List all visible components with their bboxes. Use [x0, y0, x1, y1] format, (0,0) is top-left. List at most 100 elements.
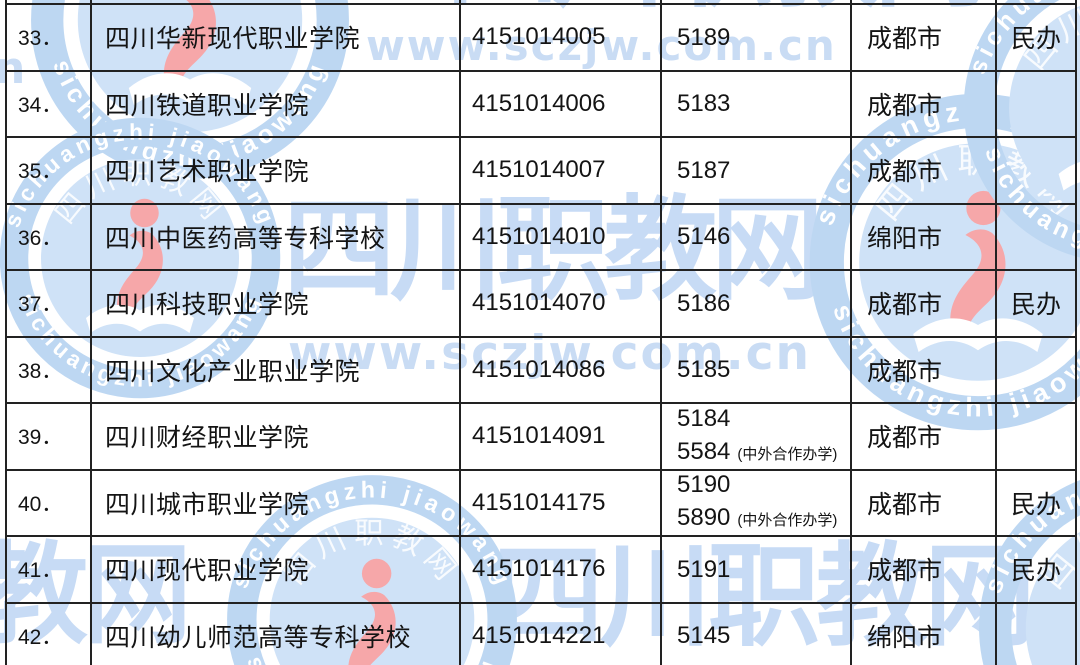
code-line: 5184 [677, 404, 730, 435]
ownership-type [997, 337, 1077, 404]
code-value: 5184 [677, 404, 731, 432]
code-line: 5189 [677, 21, 730, 54]
code-value: 5183 [677, 90, 731, 118]
row-number: 41． [7, 537, 92, 604]
table-row: 42． 四川幼儿师范高等专科学校 4151014221 5145 绵阳市 [7, 603, 1079, 665]
row-number: 34． [7, 71, 92, 138]
school-code: 4151014176 [461, 537, 662, 604]
enrollment-codes: 5186 [662, 271, 852, 338]
code-value: 5145 [677, 622, 731, 650]
watermark-url-text-partial: n [0, 43, 28, 94]
enrollment-codes: 5184 5584 (中外合作办学) [662, 404, 852, 471]
ownership-type [997, 71, 1077, 138]
ownership-type: 民办 [997, 537, 1077, 604]
empty-cell [461, 0, 662, 5]
enrollment-codes: 5189 [662, 5, 852, 72]
code-line: 5187 [677, 154, 730, 187]
city: 绵阳市 [852, 603, 997, 665]
row-number: 33． [7, 5, 92, 72]
table-row: 38． 四川文化产业职业学院 4151014086 5185 成都市 [7, 337, 1079, 404]
city: 成都市 [852, 71, 997, 138]
enrollment-codes: 5190 5890 (中外合作办学) [662, 470, 852, 537]
code-value: 5187 [677, 156, 731, 184]
school-table: 33． 四川华新现代职业学院 4151014005 5189 成都市 民办 34． 四川铁道职… [5, 0, 1079, 665]
enrollment-codes: 5145 [662, 603, 852, 665]
empty-cell [92, 0, 461, 5]
enrollment-codes: 5185 [662, 337, 852, 404]
row-number: 42． [7, 603, 92, 665]
ownership-type [997, 404, 1077, 471]
code-value: 5190 [677, 471, 731, 499]
city: 成都市 [852, 271, 997, 338]
enrollment-codes: 5191 [662, 537, 852, 604]
code-line: 5183 [677, 87, 730, 120]
code-value: 5186 [677, 289, 731, 317]
empty-cell [997, 0, 1077, 5]
table-row: 37． 四川科技职业学院 4151014070 5186 成都市 民办 [7, 271, 1079, 338]
row-number: 36． [7, 204, 92, 271]
ownership-type: 民办 [997, 470, 1077, 537]
ownership-type [997, 603, 1077, 665]
enrollment-codes: 5187 [662, 138, 852, 205]
enrollment-codes: 5146 [662, 204, 852, 271]
code-value: 5189 [677, 23, 731, 51]
code-line: 5584 (中外合作办学) [677, 435, 838, 469]
code-value: 5185 [677, 356, 731, 384]
school-code: 4151014091 [461, 404, 662, 471]
city: 成都市 [852, 470, 997, 537]
table-row: 40． 四川城市职业学院 4151014175 5190 5890 (中外合作办学) 成都市… [7, 470, 1079, 537]
city: 成都市 [852, 404, 997, 471]
watermark-url-text: www.sczjw.com.cn [366, 21, 837, 70]
table-row: 41． 四川现代职业学院 4151014176 5191 成都市 民办 [7, 537, 1079, 604]
watermark-brand-text: 四川职教网 [283, 187, 824, 313]
school-name: 四川现代职业学院 [92, 537, 461, 604]
code-note: (中外合作办学) [737, 445, 838, 463]
school-code: 4151014005 [461, 5, 662, 72]
city: 成都市 [852, 138, 997, 205]
school-code: 4151014086 [461, 337, 662, 404]
watermark-brand-text-partial: 教网 [0, 534, 192, 657]
code-line: 5185 [677, 353, 730, 386]
empty-cell [662, 0, 852, 5]
code-value: 5584 [677, 437, 731, 465]
table-body: 33． 四川华新现代职业学院 4151014005 5189 成都市 民办 34． 四川铁道职… [7, 0, 1079, 665]
empty-cell [7, 0, 92, 5]
school-code: 4151014221 [461, 603, 662, 665]
school-name: 四川城市职业学院 [92, 470, 461, 537]
city: 成都市 [852, 337, 997, 404]
row-number: 40． [7, 470, 92, 537]
school-name: 四川华新现代职业学院 [92, 5, 461, 72]
school-name: 四川中医药高等专科学校 [92, 204, 461, 271]
city: 成都市 [852, 537, 997, 604]
empty-cell [852, 0, 997, 5]
table-row: 36． 四川中医药高等专科学校 4151014010 5146 绵阳市 [7, 204, 1079, 271]
school-code: 4151014007 [461, 138, 662, 205]
school-name: 四川铁道职业学院 [92, 71, 461, 138]
row-number: 38． [7, 337, 92, 404]
school-name: 四川幼儿师范高等专科学校 [92, 603, 461, 665]
code-value: 5890 [677, 504, 731, 532]
code-line: 5186 [677, 287, 730, 320]
watermark-brand-text: 四川职教网 [492, 534, 1036, 659]
school-code: 4151014010 [461, 204, 662, 271]
ownership-type: 民办 [997, 5, 1077, 72]
school-name: 四川文化产业职业学院 [92, 337, 461, 404]
ownership-type [997, 138, 1077, 205]
row-number: 35． [7, 138, 92, 205]
school-code: 4151014006 [461, 71, 662, 138]
school-code: 4151014070 [461, 271, 662, 338]
code-line: 5191 [677, 553, 730, 586]
enrollment-codes: 5183 [662, 71, 852, 138]
table-row: 33． 四川华新现代职业学院 4151014005 5189 成都市 民办 [7, 5, 1079, 72]
table-row-partial [7, 0, 1079, 5]
table-row: 35． 四川艺术职业学院 4151014007 5187 成都市 [7, 138, 1079, 205]
table-row: 39． 四川财经职业学院 4151014091 5184 5584 (中外合作办学) 成都市 [7, 404, 1079, 471]
code-line: 5145 [677, 619, 730, 652]
row-number: 39． [7, 404, 92, 471]
watermark-url-text: www.sczjw.com.cn [288, 326, 811, 381]
school-name: 四川艺术职业学院 [92, 138, 461, 205]
code-line: 5146 [677, 220, 730, 253]
school-name: 四川科技职业学院 [92, 271, 461, 338]
